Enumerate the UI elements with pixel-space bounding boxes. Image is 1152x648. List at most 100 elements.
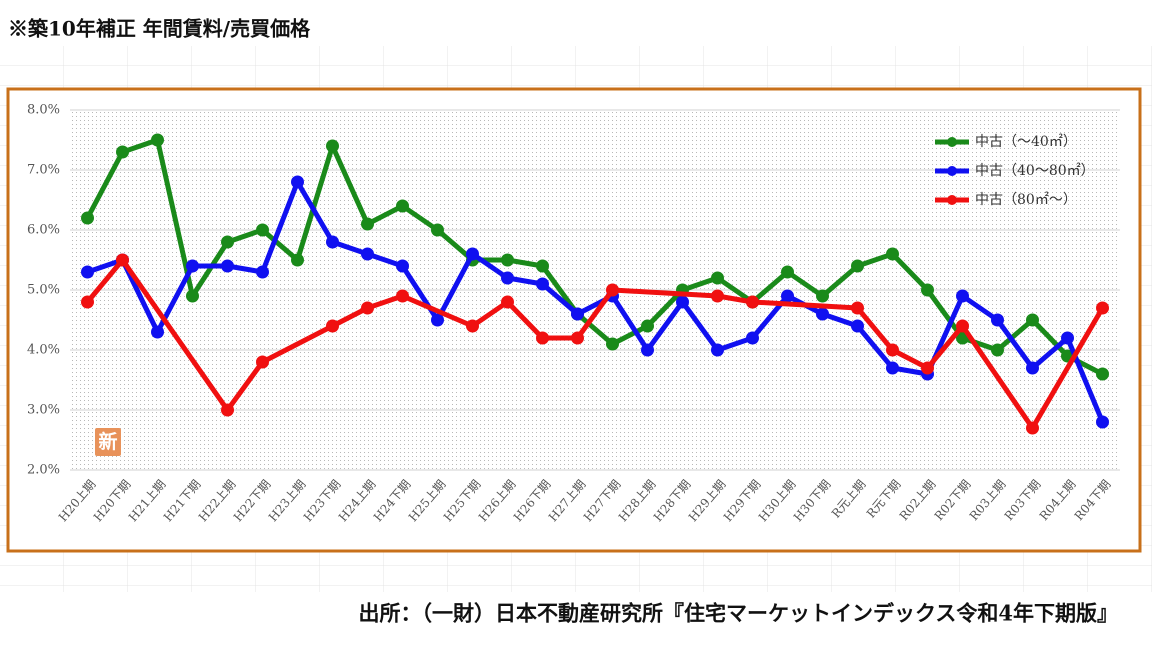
series-segment xyxy=(260,323,335,365)
series-segment xyxy=(610,287,720,299)
data-point xyxy=(256,223,269,237)
series-segment xyxy=(995,317,1035,353)
data-point xyxy=(81,295,94,309)
data-point xyxy=(536,259,549,273)
data-point xyxy=(396,199,409,213)
data-point xyxy=(571,331,584,345)
data-point xyxy=(501,295,514,309)
data-point xyxy=(571,307,584,321)
series-segment xyxy=(750,299,860,311)
series-segment xyxy=(225,359,265,413)
series-segment xyxy=(260,227,300,263)
y-tick-label: 3.0% xyxy=(27,403,60,418)
series-segment xyxy=(855,305,895,353)
series-segment xyxy=(1030,317,1070,359)
series-segment xyxy=(575,287,615,341)
series-segment xyxy=(505,299,545,341)
series-segment xyxy=(995,317,1035,371)
series-segment xyxy=(1030,305,1105,431)
data-point xyxy=(606,283,619,297)
series-segment xyxy=(260,179,300,275)
series-segment xyxy=(785,269,825,299)
data-point xyxy=(1096,301,1109,315)
legend-label: 中古（～40㎡） xyxy=(975,134,1077,150)
data-point xyxy=(746,331,759,345)
series-segment xyxy=(890,347,930,371)
data-point xyxy=(501,253,514,267)
data-point xyxy=(991,313,1004,327)
y-tick-label: 5.0% xyxy=(27,283,60,298)
data-point xyxy=(431,313,444,327)
data-point xyxy=(186,259,199,273)
series-segment xyxy=(85,257,125,305)
data-point xyxy=(151,325,164,339)
series-segment xyxy=(400,203,440,233)
series-segment xyxy=(855,323,895,371)
series-segment xyxy=(470,251,510,281)
series-segment xyxy=(610,323,650,347)
sheet-title: ※築10年補正 年間賃料/売買価格 xyxy=(8,17,311,41)
data-point xyxy=(256,265,269,279)
data-point xyxy=(1096,367,1109,381)
data-point xyxy=(361,247,374,261)
series-segment xyxy=(330,305,370,329)
data-point xyxy=(921,283,934,297)
legend-marker xyxy=(947,195,957,205)
data-point xyxy=(221,403,234,417)
y-tick-label: 8.0% xyxy=(27,103,60,118)
series-segment xyxy=(575,311,615,347)
data-point xyxy=(501,271,514,285)
data-point xyxy=(221,259,234,273)
source-note: 出所：（一財）日本不動産研究所『住宅マーケットインデックス令和4年下期版』 xyxy=(359,601,1118,626)
series-segment xyxy=(820,263,860,299)
series-segment xyxy=(610,293,650,353)
series-segment xyxy=(925,323,965,371)
series-segment xyxy=(120,257,230,413)
data-point xyxy=(326,235,339,249)
data-point xyxy=(781,265,794,279)
y-tick-label: 2.0% xyxy=(27,463,60,478)
data-point xyxy=(361,217,374,231)
series-segment xyxy=(680,299,720,353)
series-segment xyxy=(365,203,405,227)
series-segment xyxy=(750,269,790,305)
data-point xyxy=(536,277,549,291)
data-point xyxy=(466,319,479,333)
data-point xyxy=(956,289,969,303)
series-segment xyxy=(295,179,335,245)
data-point xyxy=(746,295,759,309)
data-point xyxy=(1026,313,1039,327)
series-segment xyxy=(960,323,1035,431)
data-point xyxy=(81,265,94,279)
data-point xyxy=(1096,415,1109,429)
data-point xyxy=(816,289,829,303)
data-point xyxy=(641,343,654,357)
data-point xyxy=(921,361,934,375)
series-segment xyxy=(715,275,755,305)
series-segment xyxy=(890,251,930,293)
data-point xyxy=(886,247,899,261)
series-segment xyxy=(330,143,370,227)
data-point xyxy=(851,319,864,333)
data-point xyxy=(466,247,479,261)
series-segment xyxy=(470,299,510,329)
series-segment xyxy=(85,149,125,221)
data-point xyxy=(641,319,654,333)
data-point xyxy=(851,259,864,273)
badge-box xyxy=(95,428,121,456)
series-segment xyxy=(435,251,475,323)
data-point xyxy=(186,289,199,303)
footer-band xyxy=(0,592,1152,648)
data-point xyxy=(781,289,794,303)
data-point xyxy=(116,253,129,267)
data-point xyxy=(116,145,129,159)
data-point xyxy=(431,223,444,237)
data-point xyxy=(536,331,549,345)
data-point xyxy=(711,289,724,303)
data-point xyxy=(361,301,374,315)
series-segment xyxy=(540,281,580,317)
data-point xyxy=(1026,361,1039,375)
y-tick-label: 7.0% xyxy=(27,163,60,178)
